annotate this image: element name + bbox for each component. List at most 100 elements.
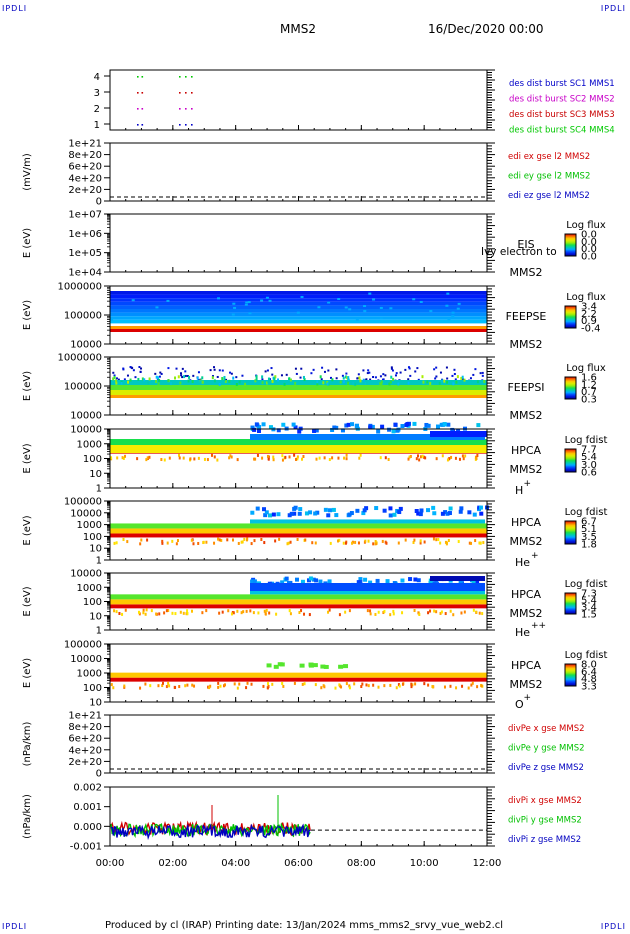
y-tick-label: 1000000 [57,353,102,364]
spectrogram-cell [184,684,187,688]
spectrogram-cell [482,541,485,545]
spectrogram-cell [245,380,248,384]
spectrogram-cell [337,456,340,460]
spectrogram-cell [445,304,449,307]
y-tick-label: 10 [89,611,102,622]
spectrogram-cell [418,612,421,616]
spectrogram-cell [250,542,253,546]
spectrogram-cell [206,458,209,462]
spectrogram-cell [245,538,248,542]
spectrogram-cell [110,291,487,295]
spacecraft-label: MMS2 [510,463,543,476]
spectrogram-cell [273,664,279,669]
spectrogram-cell [114,379,117,383]
spectrogram-cell [266,369,269,372]
spectrogram-cell [388,513,393,518]
colorbar-tick-label: 5.4 [581,596,597,607]
species-charge: + [524,693,532,703]
y-tick-label: 100 [83,454,102,465]
burst-marker [185,76,187,78]
spectrogram-cell [472,512,477,517]
colorbar-tick-label: 4.8 [581,674,597,685]
spectrogram-cell [451,315,455,318]
spectrogram-cell [255,377,258,381]
y-tick-label: 1000000 [57,282,102,293]
spectrogram-cell [169,382,172,386]
spectrogram-cell [362,378,365,382]
spectrogram-cell [192,542,195,546]
colorbar-tick-label: 1.5 [581,610,597,621]
spectrogram-cell [289,612,292,616]
spectrogram-cell [267,380,270,384]
spectrogram-cell [404,368,407,371]
spectrogram-cell [205,540,208,544]
spectrogram-cell [205,609,208,613]
spectrogram-cell [369,612,372,616]
colorbar-tick-label: 8.0 [581,660,597,671]
spectrogram-cell [287,580,292,585]
spectrogram-cell [167,367,170,370]
spectrogram-cell [245,301,249,304]
spectrogram-cell [266,686,269,690]
spectrogram-cell [250,583,485,591]
spectrogram-cell [166,541,169,545]
spectrogram-cell [437,537,440,541]
spectrogram-cell [143,378,146,382]
spectrogram-cell [110,594,487,600]
spectrogram-cell [372,683,375,687]
spectrogram-cell [241,374,244,377]
spectrogram-cell [379,456,382,460]
y-tick-label: 10000 [70,569,102,580]
spectrogram-cell [323,507,328,512]
spectrogram-cell [327,579,332,584]
spectrogram-cell [201,611,204,615]
spectrogram-cell [197,456,200,460]
spectrogram-cell [264,611,267,615]
spectrogram-cell [456,307,460,310]
spectrogram-cell [458,580,463,585]
spectrogram-cell [428,580,433,585]
spectrogram-cell [460,376,463,380]
spectrogram-cell [422,455,425,459]
spectrogram-cell [288,377,291,381]
burst-marker [137,124,139,126]
y-axis-label: E (eV) [22,443,33,473]
spectrogram-cell [365,378,368,381]
spectrogram-cell [358,456,361,460]
spectrogram-cell [136,457,139,461]
spectrogram-cell [338,613,341,617]
spectrogram-cell [439,422,444,427]
spacecraft-label: MMS2 [510,607,543,620]
spectrogram-cell [462,457,465,461]
y-tick-label: 1000 [77,669,102,680]
spectrogram-cell [218,538,221,542]
spectrogram-cell [455,686,458,690]
spectrogram-cell [141,377,144,381]
colorbar-tick-label: 7.3 [581,589,597,600]
spectrogram-cell [246,681,249,685]
spectrogram-cell [250,434,485,440]
spectrogram-cell [271,682,274,686]
spectrogram-cell [379,382,382,386]
spectrogram-cell [316,380,319,384]
spectrogram-cell [382,373,385,376]
spectrogram-cell [217,297,221,300]
spectrogram-cell [280,580,285,585]
spectrogram-cell [261,378,264,381]
spectrogram-cell [247,301,251,304]
spectrogram-cell [416,578,421,583]
spectrogram-cell [130,366,133,369]
spectrogram-cell [250,519,485,524]
spectrogram-cell [463,378,466,382]
spectrogram-cell [132,369,135,372]
spectrogram-cell [471,580,476,585]
spectrogram-cell [418,512,423,517]
spectrogram-cell [374,506,379,511]
spectrogram-cell [110,672,487,678]
spectrogram-cell [297,429,302,434]
burst-marker [179,124,181,126]
spectrogram-cell [296,537,299,541]
spectrogram-cell [476,453,479,457]
spectrogram-cell [332,425,337,430]
spectrogram-cell [245,609,248,613]
